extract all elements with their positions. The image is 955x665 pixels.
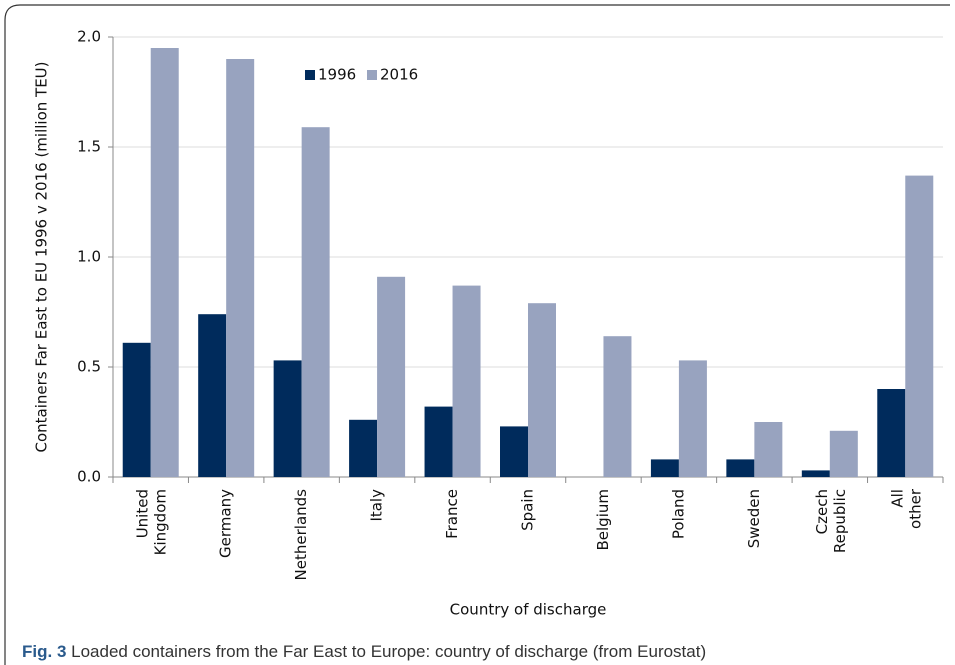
- bar: [150, 48, 179, 477]
- x-tick-label: Spain: [519, 489, 537, 531]
- bar: [829, 430, 858, 477]
- x-tick-label-line: All: [888, 489, 906, 508]
- x-tick-label: Netherlands: [292, 489, 310, 581]
- frame: [4, 4, 950, 665]
- x-tick-label: Poland: [669, 489, 687, 539]
- x-tick-label: Germany: [217, 489, 235, 558]
- x-axis-label: Country of discharge: [450, 601, 607, 619]
- bar: [754, 422, 783, 477]
- x-tick-label-line: other: [906, 488, 924, 534]
- x-tick-label: Belgium: [594, 489, 612, 551]
- x-tick-label-line: Kingdom: [151, 489, 169, 560]
- legend-label: 2016: [380, 66, 418, 84]
- legend-swatch: [367, 70, 377, 80]
- bar: [801, 470, 830, 477]
- caption-text: Loaded containers from the Far East to E…: [71, 642, 706, 661]
- y-tick-label: 1.5: [77, 138, 101, 156]
- bar: [905, 175, 934, 477]
- bar: [198, 314, 227, 477]
- x-tick-label: Italy: [368, 489, 386, 522]
- x-tick-label: France: [443, 489, 461, 539]
- y-tick-label: 2.0: [77, 28, 101, 46]
- bar: [500, 426, 528, 477]
- bar: [726, 459, 755, 477]
- bar: [377, 276, 406, 477]
- legend-swatch: [305, 70, 315, 80]
- legend-label: 1996: [318, 66, 356, 84]
- y-tick-label: 0.0: [77, 468, 101, 486]
- caption-label: Fig. 3: [22, 642, 66, 661]
- bar: [678, 360, 707, 477]
- caption: Fig. 3 Loaded containers from the Far Ea…: [22, 642, 706, 661]
- x-tick-label: United Kingdom: [133, 489, 169, 560]
- bar: [877, 389, 906, 477]
- bar: [603, 336, 632, 477]
- bar: [273, 360, 302, 477]
- bar: [226, 59, 255, 477]
- bar: [122, 342, 151, 477]
- y-axis-label: Containers Far East to EU 1996 v 2016 (m…: [33, 61, 51, 452]
- x-tick-label-line: Czech: [812, 489, 830, 534]
- bar: [424, 406, 453, 477]
- bar: [650, 459, 679, 477]
- bar: [452, 285, 481, 477]
- x-tick-label: Czech Republic: [812, 489, 848, 558]
- bar: [349, 419, 378, 477]
- y-tick-label: 1.0: [77, 248, 101, 266]
- x-tick-label-line: United: [133, 489, 151, 538]
- x-tick-label: All other: [888, 488, 924, 534]
- x-tick-label-line: Republic: [830, 489, 848, 558]
- y-tick-label: 0.5: [77, 358, 101, 376]
- x-tick-label: Sweden: [745, 489, 763, 548]
- bar: [528, 303, 556, 477]
- bar: [301, 127, 330, 477]
